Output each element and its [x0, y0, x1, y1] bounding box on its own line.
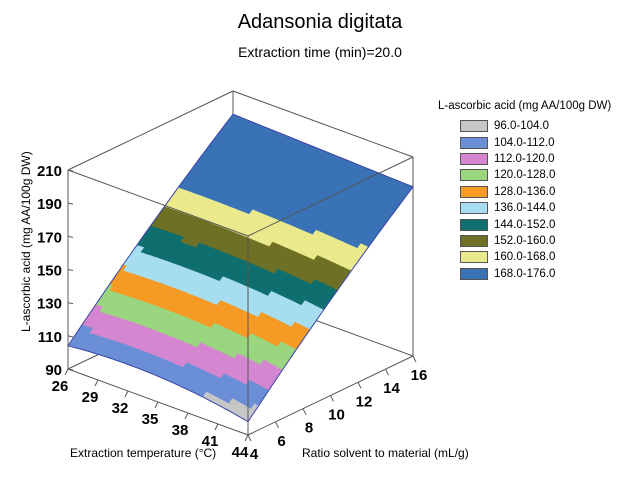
y-tick-label: 6 — [277, 433, 285, 450]
y-tick-label: 16 — [411, 367, 428, 384]
z-tick-label: 190 — [37, 196, 62, 213]
box-edge-top-left — [67, 90, 234, 171]
x-tick-mark — [154, 401, 159, 409]
legend-label: 152.0-160.0 — [494, 234, 556, 247]
legend-item: 112.0-120.0 — [460, 151, 632, 167]
x-tick-mark — [244, 434, 249, 442]
z-tick-mark — [67, 335, 74, 338]
y-tick-mark — [275, 421, 279, 429]
z-tick-label: 210 — [37, 163, 62, 180]
y-tick-mark — [330, 395, 334, 402]
legend-label: 104.0-112.0 — [494, 136, 555, 149]
legend-swatch — [460, 202, 488, 215]
chart-title: Adansonia digitata — [237, 11, 403, 33]
y-tick-mark — [247, 434, 252, 442]
x-tick-mark — [124, 390, 129, 398]
y-tick-label: 10 — [328, 407, 345, 424]
x-tick-mark — [184, 412, 189, 420]
legend-swatch — [460, 218, 488, 231]
y-tick-label: 12 — [356, 393, 373, 410]
x-tick-label: 29 — [82, 389, 99, 406]
legend-item: 136.0-144.0 — [460, 200, 632, 216]
x-tick-label: 38 — [172, 422, 189, 439]
legend-title: L-ascorbic acid (mg AA/100g DW) — [438, 100, 612, 112]
legend-label: 160.0-168.0 — [494, 251, 556, 264]
y-tick-mark — [385, 368, 389, 376]
x-tick-label: 26 — [52, 378, 69, 395]
y-tick-mark — [302, 408, 307, 415]
legend-swatch — [460, 251, 488, 264]
y-tick-label: 8 — [305, 420, 313, 437]
z-tick-mark — [67, 269, 74, 271]
z-tick-label: 110 — [38, 329, 62, 346]
legend-item: 120.0-128.0 — [460, 167, 632, 183]
y-axis-label: Ratio solvent to material (mL/g) — [302, 446, 469, 460]
legend-item: 96.0-104.0 — [460, 118, 632, 134]
x-axis-label: Extraction temperature (°C) — [70, 446, 217, 460]
legend-label: 144.0-152.0 — [494, 218, 556, 231]
z-tick-mark — [67, 202, 74, 205]
z-tick-label: 170 — [37, 229, 62, 246]
z-tick-label: 130 — [37, 296, 62, 313]
x-tick-mark — [94, 379, 99, 387]
legend-label: 120.0-128.0 — [494, 169, 556, 182]
y-tick-label: 4 — [250, 446, 259, 463]
y-tick-mark — [412, 355, 417, 363]
z-tick-label: 150 — [37, 263, 62, 280]
response-surface — [67, 113, 414, 423]
legend-swatch — [460, 185, 488, 198]
z-tick-mark — [67, 302, 74, 305]
box-edge-top-right — [247, 156, 414, 237]
y-tick-mark — [357, 382, 362, 389]
legend-item: 144.0-152.0 — [460, 216, 632, 232]
box-edge-top-front — [67, 169, 249, 237]
legend-swatch — [460, 136, 488, 149]
legend-item: 128.0-136.0 — [460, 184, 632, 200]
legend-swatch — [460, 120, 488, 133]
legend-label: 128.0-136.0 — [494, 185, 556, 198]
x-tick-mark — [64, 368, 69, 376]
y-tick-label: 14 — [383, 380, 400, 397]
chart-subtitle: Extraction time (min)=20.0 — [238, 44, 402, 60]
x-tick-label: 41 — [202, 433, 219, 450]
legend-swatch — [460, 234, 488, 247]
z-tick-mark — [67, 235, 74, 238]
legend-item: 104.0-112.0 — [460, 134, 632, 150]
z-tick-mark — [67, 368, 74, 371]
legend-item: 152.0-160.0 — [460, 233, 632, 249]
x-tick-label: 32 — [112, 400, 129, 417]
z-axis-label: L-ascorbic acid (mg AA/100g DW) — [19, 151, 33, 332]
legend-swatch — [460, 169, 488, 182]
x-tick-label: 35 — [142, 411, 159, 428]
legend-item: 160.0-168.0 — [460, 249, 632, 265]
legend-swatch — [460, 267, 488, 280]
z-tick-mark — [67, 169, 74, 172]
legend: L-ascorbic acid (mg AA/100g DW) 96.0-104… — [432, 100, 632, 282]
legend-item: 168.0-176.0 — [460, 266, 632, 282]
x-tick-label: 44 — [232, 444, 249, 461]
legend-label: 96.0-104.0 — [494, 120, 549, 133]
legend-label: 112.0-120.0 — [494, 152, 555, 165]
legend-label: 136.0-144.0 — [494, 202, 556, 215]
legend-label: 168.0-176.0 — [494, 267, 556, 280]
legend-swatch — [460, 152, 488, 165]
x-tick-mark — [214, 423, 219, 431]
z-tick-label: 90 — [45, 362, 62, 379]
box-edge-top-back — [232, 90, 414, 158]
